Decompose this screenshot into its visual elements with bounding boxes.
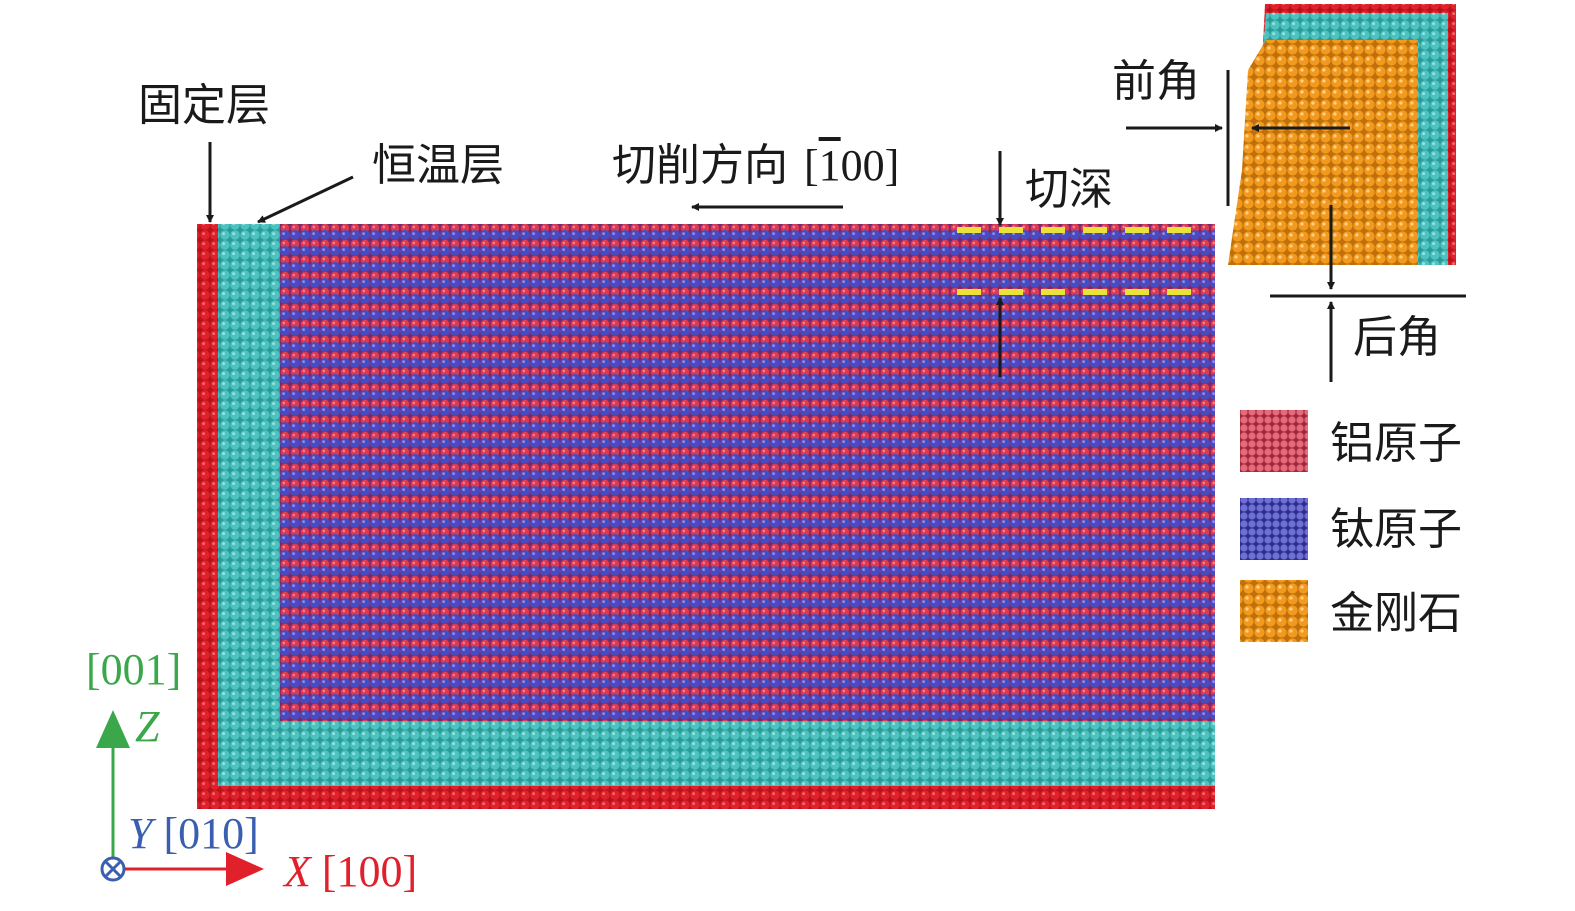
legend-swatch-aluminum [1240, 410, 1308, 472]
x-axis-label: X [100] [284, 847, 418, 896]
y-axis-label: Y [010] [128, 809, 259, 858]
cutting-direction-text: 切削方向 [612, 140, 788, 191]
workpiece [197, 224, 1215, 809]
thermostat-layer-label: 恒温层 [372, 140, 504, 191]
z-axis-letter: Z [135, 702, 160, 751]
z-axis-index: [001] [86, 645, 182, 694]
ti-al-lattice [280, 224, 1215, 721]
legend-swatch-diamond [1240, 580, 1308, 642]
fixed-layer-label: 固定层 [138, 80, 270, 131]
cutting-direction-index: [100] [804, 141, 900, 190]
legend-label-diamond: 金刚石 [1330, 588, 1462, 639]
thermostat-layer-arrow [257, 175, 354, 224]
legend-label-aluminum: 铝原子 [1330, 418, 1462, 469]
y-axis-into-page-icon [100, 856, 126, 882]
diamond-tool [1228, 4, 1456, 265]
annotations [206, 70, 1466, 382]
cut-depth-label: 切深 [1025, 164, 1113, 215]
legend-swatches [1240, 410, 1308, 642]
cutting-direction-label: 切削方向 [100] [612, 144, 899, 188]
z-axis-arrowhead [96, 710, 130, 748]
legend-swatch-titanium [1240, 498, 1308, 560]
legend-label-titanium: 钛原子 [1330, 504, 1462, 555]
x-axis-arrowhead [226, 852, 264, 886]
rake-angle-label: 前角 [1112, 56, 1200, 107]
coordinate-axes [96, 710, 264, 886]
clearance-angle-label: 后角 [1353, 312, 1441, 363]
tool-diamond-core [1228, 40, 1418, 265]
